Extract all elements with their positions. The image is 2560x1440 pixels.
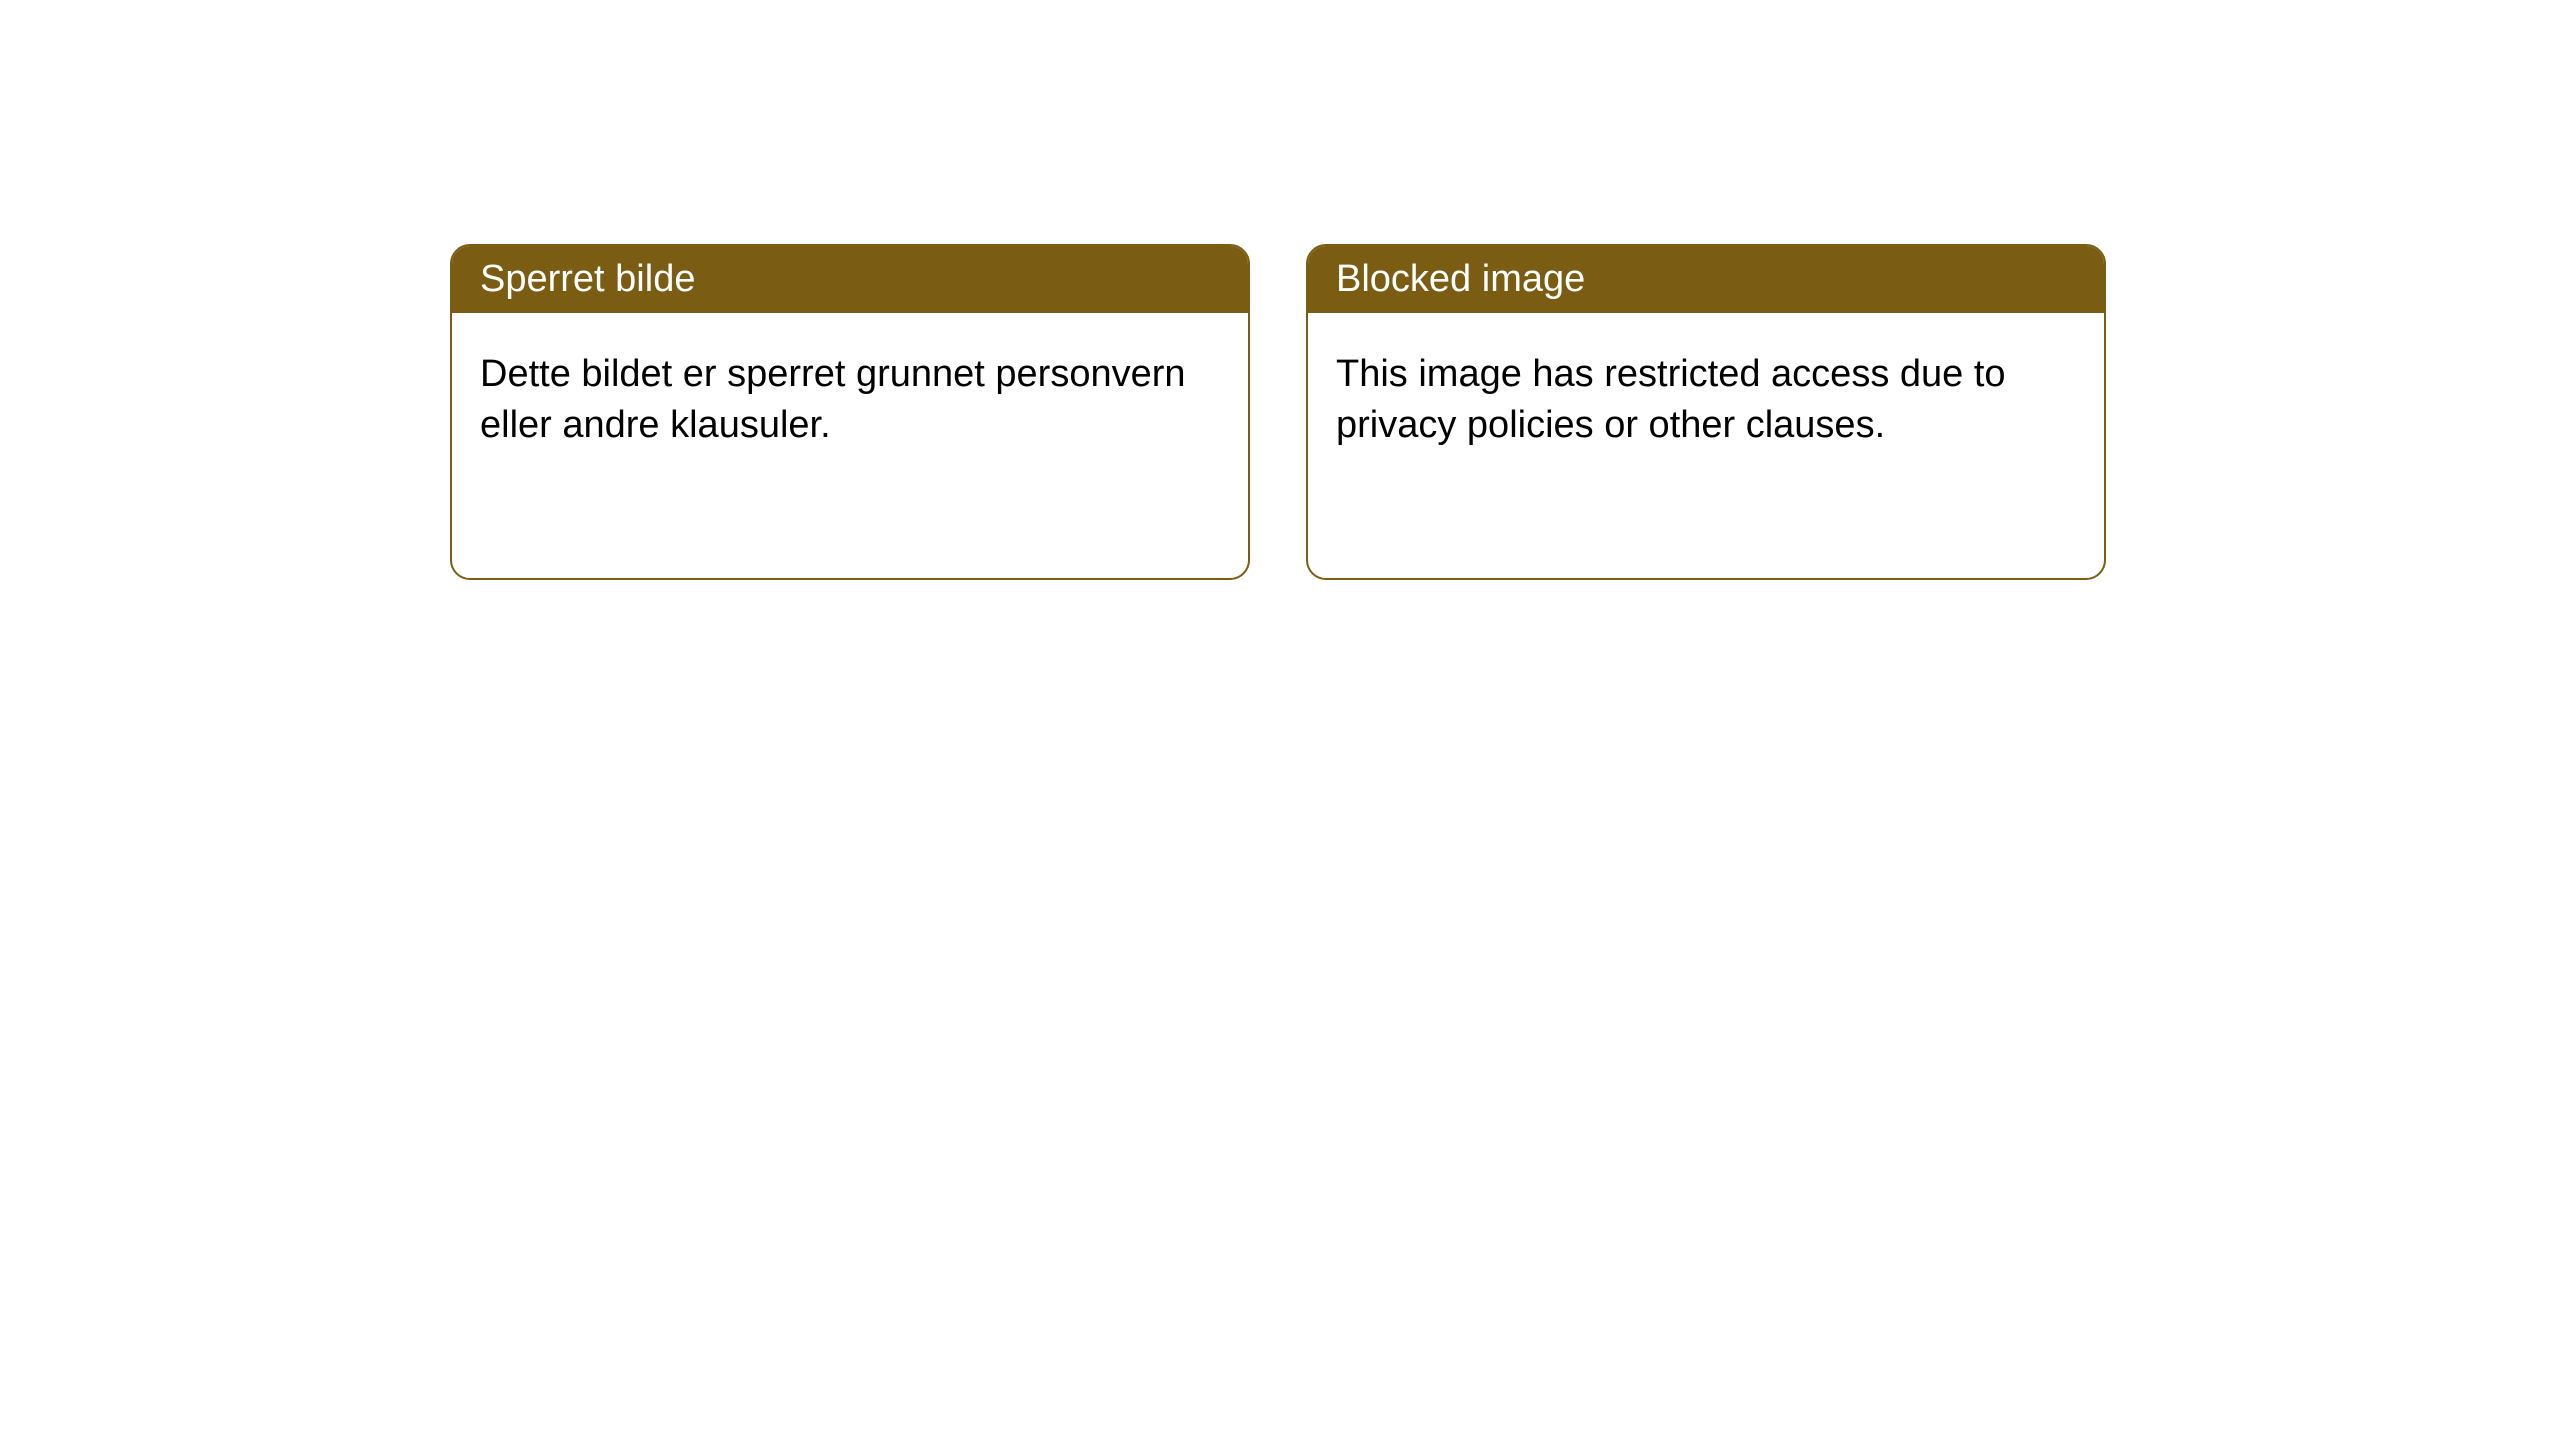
- card-title: Blocked image: [1336, 258, 1585, 300]
- notice-container: Sperret bilde Dette bildet er sperret gr…: [0, 0, 2560, 580]
- card-body: This image has restricted access due to …: [1308, 313, 2104, 488]
- notice-card-norwegian: Sperret bilde Dette bildet er sperret gr…: [450, 244, 1250, 580]
- card-body: Dette bildet er sperret grunnet personve…: [452, 313, 1248, 488]
- card-header: Sperret bilde: [452, 246, 1248, 313]
- card-body-text: Dette bildet er sperret grunnet personve…: [480, 353, 1186, 446]
- card-title: Sperret bilde: [480, 258, 695, 300]
- notice-card-english: Blocked image This image has restricted …: [1306, 244, 2106, 580]
- card-header: Blocked image: [1308, 246, 2104, 313]
- card-body-text: This image has restricted access due to …: [1336, 353, 2006, 446]
